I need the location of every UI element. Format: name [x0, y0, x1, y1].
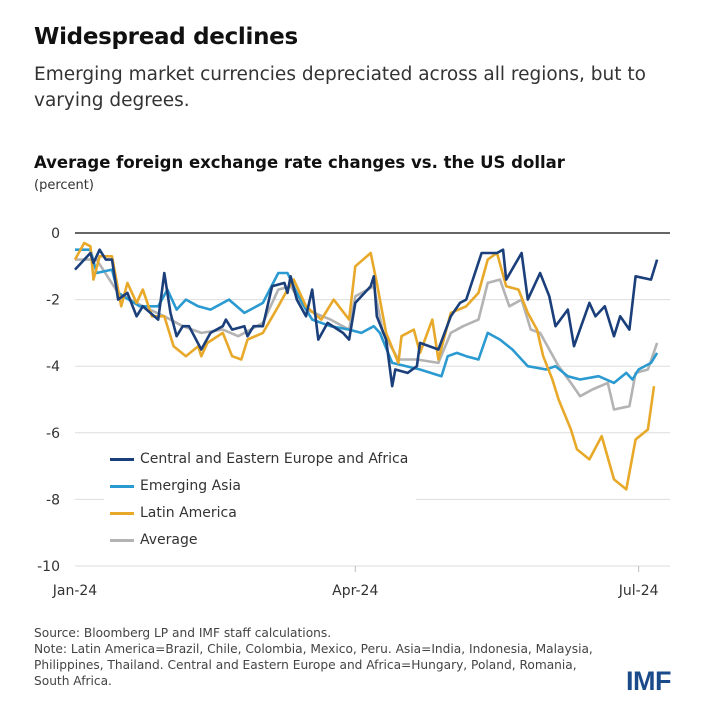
axis-labels: 0 -2 -4 -6 -8 -10 Jan-24 Apr-24 Jul-24	[37, 226, 658, 599]
y-tick-label: -6	[46, 426, 60, 442]
footnotes: Source: Bloomberg LP and IMF staff calcu…	[34, 625, 614, 689]
legend-label: Latin America	[140, 505, 237, 521]
legend-label: Average	[140, 532, 198, 548]
y-tick-label: -10	[37, 559, 60, 575]
source-note: Source: Bloomberg LP and IMF staff calcu…	[34, 626, 332, 640]
page-subtitle: Emerging market currencies depreciated a…	[34, 64, 646, 111]
legend: Central and Eastern Europe and Africa Em…	[104, 445, 416, 555]
y-tick-label: -8	[46, 492, 60, 508]
legend-swatch	[110, 511, 134, 515]
series-line-central-and-eastern-europe-and-africa	[74, 248, 659, 388]
chart-title: Average foreign exchange rate changes vs…	[34, 153, 565, 172]
y-tick-label: -2	[46, 293, 60, 309]
imf-logo: IMF	[626, 666, 672, 696]
legend-item-latin-america: Latin America	[110, 503, 237, 523]
legend-swatch	[110, 457, 134, 461]
series-line-emerging-asia	[75, 248, 659, 385]
legend-swatch	[110, 484, 134, 488]
legend-label: Emerging Asia	[140, 478, 241, 494]
legend-item-emerging-asia: Emerging Asia	[110, 476, 241, 496]
y-tick-label: -4	[46, 359, 60, 375]
x-tick-label: Jul-24	[618, 583, 659, 599]
x-tick-label: Jan-24	[52, 583, 98, 599]
y-axis-unit-label: (percent)	[34, 178, 94, 193]
x-tick-label: Apr-24	[332, 583, 378, 599]
series-lines	[73, 241, 659, 491]
y-tick-label: 0	[51, 226, 60, 242]
legend-swatch	[110, 538, 134, 542]
legend-item-ceea: Central and Eastern Europe and Africa	[110, 449, 408, 469]
note-text: Note: Latin America=Brazil, Chile, Colom…	[34, 642, 593, 688]
legend-item-average: Average	[110, 530, 198, 550]
legend-label: Central and Eastern Europe and Africa	[140, 451, 409, 467]
page-title: Widespread declines	[34, 24, 298, 50]
